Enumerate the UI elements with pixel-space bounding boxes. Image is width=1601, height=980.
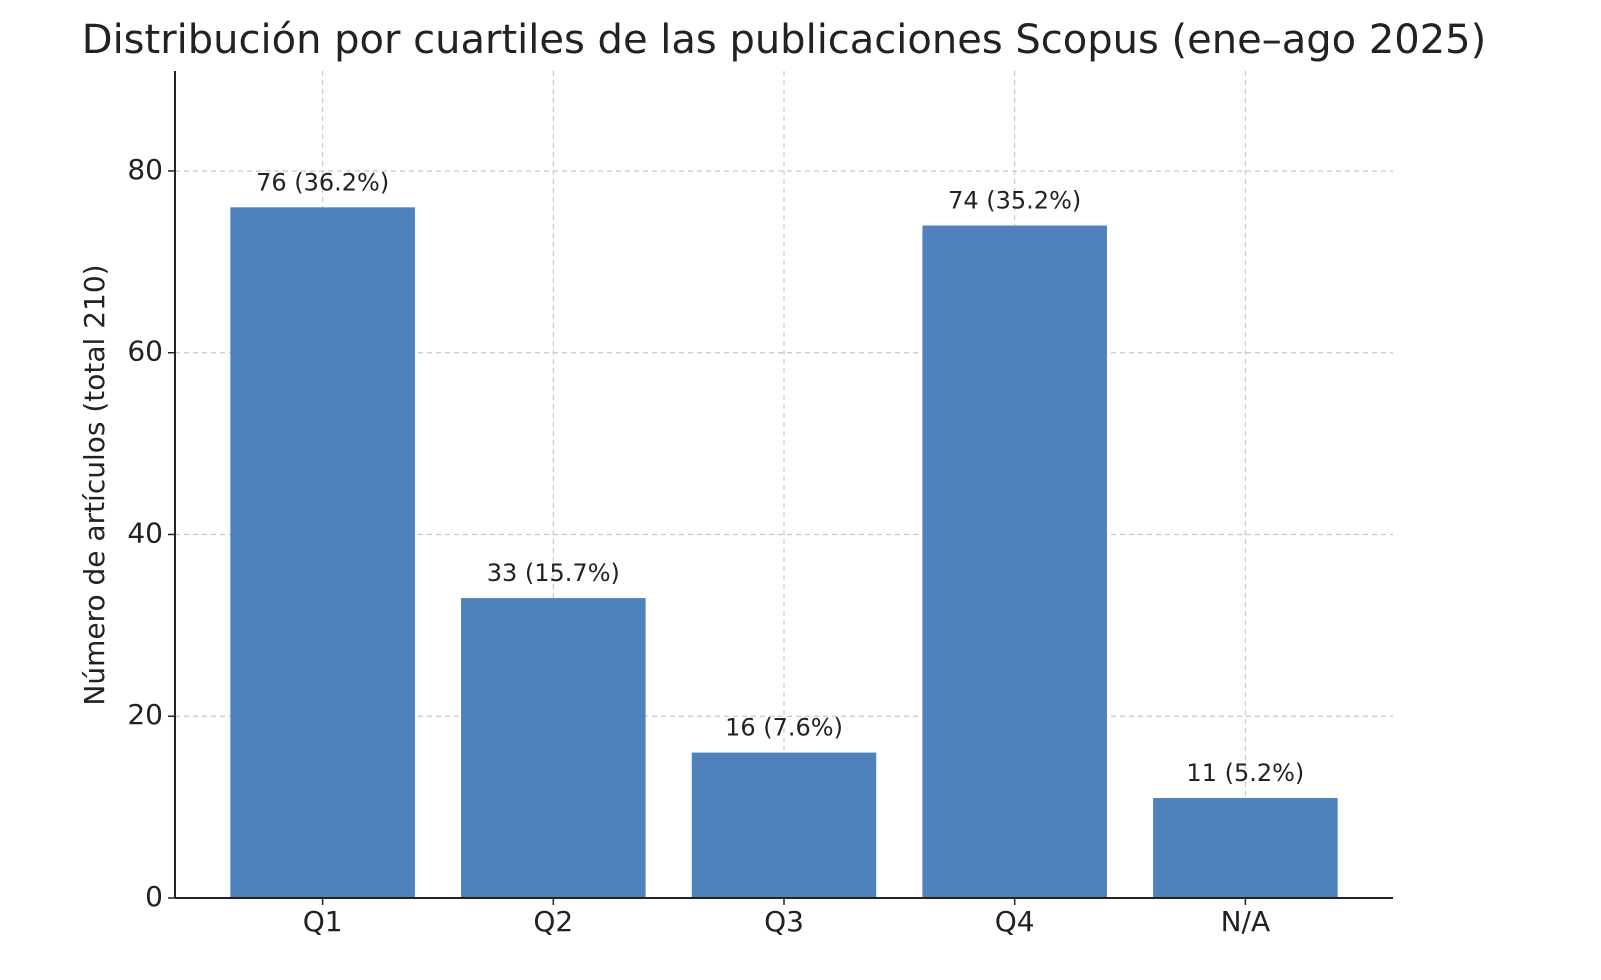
bar <box>461 598 646 898</box>
value-label: 11 (5.2%) <box>1186 759 1304 787</box>
value-label: 74 (35.2%) <box>948 186 1081 214</box>
x-tick-label: Q1 <box>303 905 343 938</box>
x-tick-label: Q3 <box>764 905 804 938</box>
y-tick-label: 60 <box>127 335 163 368</box>
x-tick-label: Q2 <box>533 905 573 938</box>
y-tick-label: 40 <box>127 516 163 549</box>
y-axis-label: Número de artículos (total 210) <box>78 264 111 705</box>
value-label: 16 (7.6%) <box>725 714 843 742</box>
x-tick-label: Q4 <box>995 905 1035 938</box>
x-tick-label: N/A <box>1221 905 1271 938</box>
y-tick-label: 80 <box>127 153 163 186</box>
y-tick-label: 20 <box>127 698 163 731</box>
chart-title: Distribución por cuartiles de las public… <box>82 17 1486 63</box>
bar <box>691 752 877 898</box>
bar <box>230 207 415 899</box>
bar <box>922 225 1107 898</box>
y-tick-label: 0 <box>145 880 163 913</box>
value-label: 33 (15.7%) <box>487 559 620 587</box>
value-label: 76 (36.2%) <box>256 168 389 196</box>
bar <box>1153 798 1338 898</box>
